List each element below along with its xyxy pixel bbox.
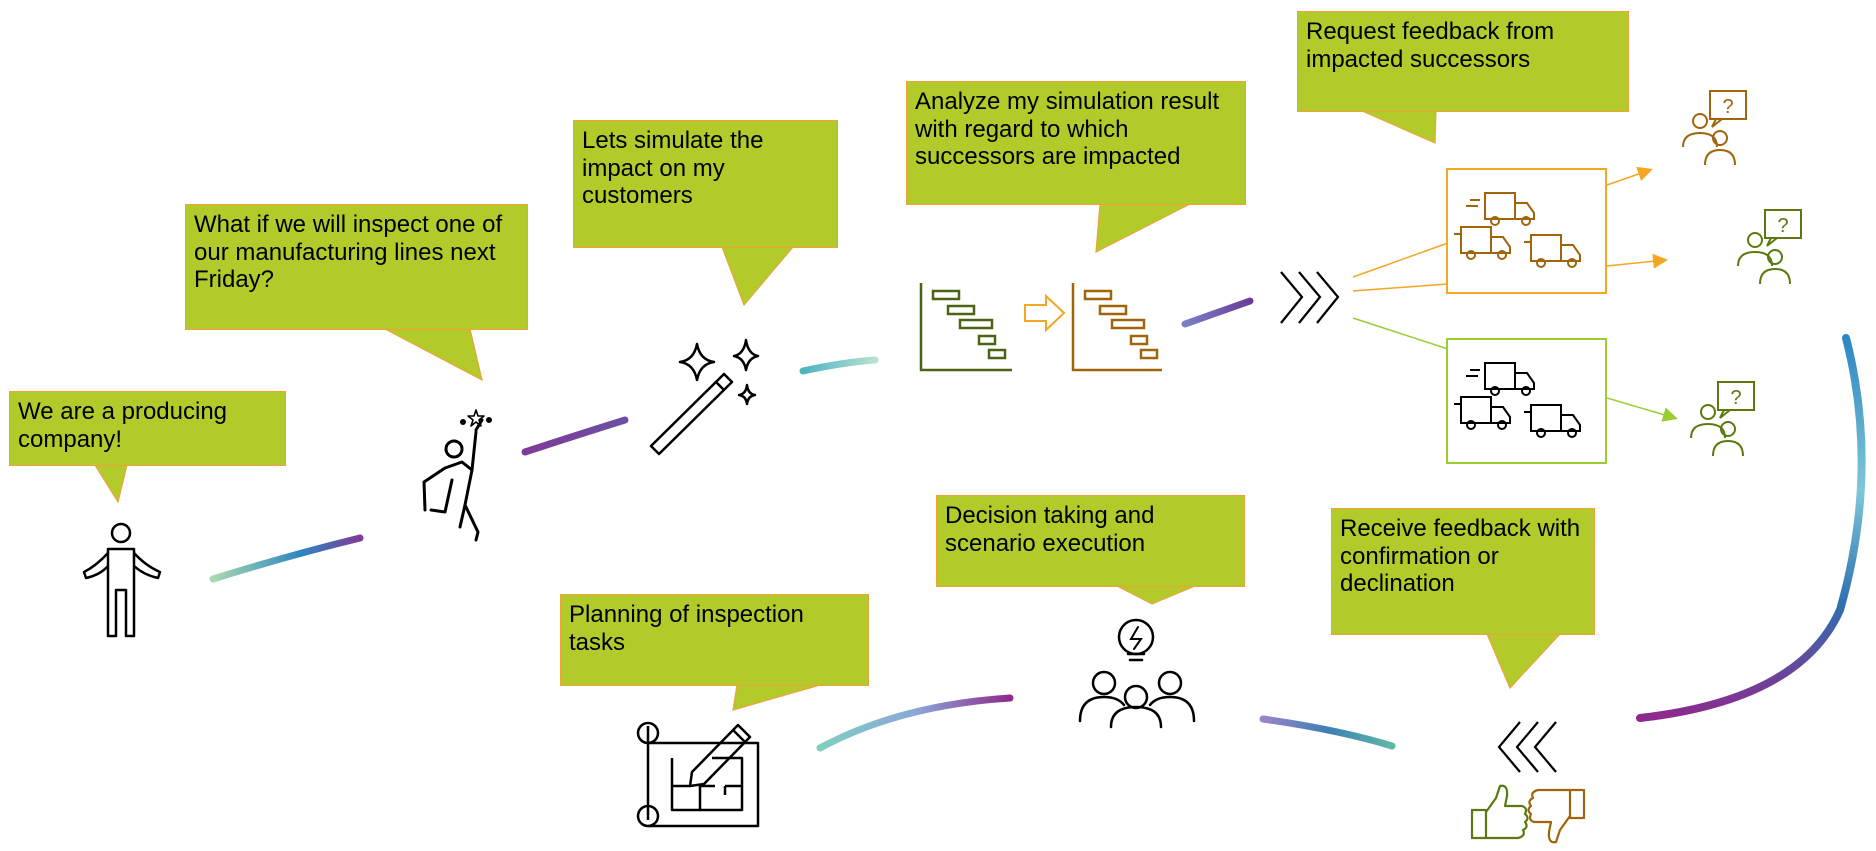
connector-2 [521, 416, 629, 456]
tail-simulate [721, 246, 794, 307]
chevrons-right-icon [1280, 271, 1340, 324]
connector-5 [1636, 334, 1866, 722]
gantt-chart-icon [919, 283, 1012, 372]
bubble-request-feedback: Request feedback from impacted successor… [1297, 11, 1629, 112]
bubble-producing-company: We are a producing company! [9, 391, 286, 466]
arrow-right-icon [1024, 293, 1066, 333]
thumbs-down-icon [1527, 788, 1586, 844]
blueprint-pencil-icon [636, 721, 760, 828]
feedback-arrows [1606, 166, 1678, 422]
person-shrug-icon [82, 522, 162, 638]
connector-1 [209, 534, 364, 583]
connector-7 [816, 694, 1014, 752]
bubble-simulate: Lets simulate the impact on my customers [573, 120, 838, 248]
bubble-planning: Planning of inspection tasks [560, 594, 869, 686]
svg-text:?: ? [1730, 387, 1741, 409]
people-question-icon: ? [1737, 209, 1802, 285]
chevrons-left-icon [1497, 721, 1557, 773]
person-celebrating-icon [422, 409, 492, 542]
svg-text:?: ? [1722, 96, 1733, 118]
bubble-what-if: What if we will inspect one of our manuf… [185, 204, 528, 330]
team-idea-icon [1078, 618, 1196, 729]
tail-analyze [1095, 203, 1191, 254]
thumbs-up-icon [1470, 784, 1529, 840]
people-question-icon: ? [1690, 381, 1755, 457]
bubble-analyze: Analyze my simulation result with regard… [906, 81, 1246, 205]
tail-producing-company [94, 464, 128, 504]
connector-lines [1352, 242, 1449, 350]
tail-decision [1116, 585, 1196, 605]
tail-request-feedback [1361, 110, 1437, 144]
svg-text:?: ? [1777, 215, 1788, 237]
connector-6 [1259, 715, 1396, 750]
flow-connectors [209, 297, 1866, 752]
bubble-decision: Decision taking and scenario execution [936, 495, 1245, 587]
connector-3 [799, 356, 879, 375]
connector-4 [1181, 297, 1254, 328]
gantt-chart-icon [1071, 283, 1162, 372]
bubble-receive-feedback: Receive feedback with confirmation or de… [1331, 508, 1595, 635]
magic-wand-icon [649, 338, 760, 456]
people-question-icon: ? [1682, 90, 1747, 166]
tail-what-if [384, 328, 483, 382]
tail-planning [732, 684, 821, 711]
tail-receive-feedback [1486, 633, 1561, 690]
callout-tails [94, 110, 1561, 711]
trucks-icon [1446, 168, 1607, 464]
